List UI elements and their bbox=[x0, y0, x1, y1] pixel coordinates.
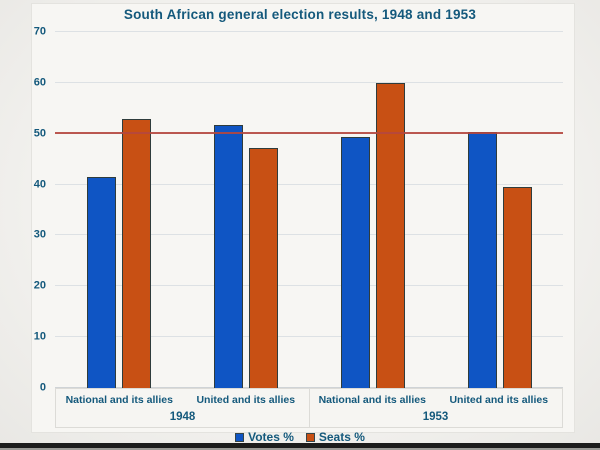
y-axis-tick-label-20: 20 bbox=[33, 279, 46, 292]
bar-votes-group2 bbox=[213, 125, 243, 388]
gridline-60 bbox=[55, 81, 563, 83]
y-axis-tick-label-10: 10 bbox=[33, 330, 46, 343]
bar-votes-group4 bbox=[467, 131, 497, 388]
y-axis-tick-label-60: 60 bbox=[33, 76, 46, 89]
reference-line-50 bbox=[55, 131, 563, 134]
category-label-group3: National and its allies bbox=[318, 394, 426, 406]
gridline-70 bbox=[55, 31, 563, 32]
y-axis-tick-label-30: 30 bbox=[33, 228, 46, 241]
legend-item-votes: Votes % bbox=[235, 430, 294, 444]
category-label-group1: National and its allies bbox=[65, 394, 173, 406]
chart-title: South African general election results, … bbox=[123, 7, 477, 22]
y-axis-tick-label-40: 40 bbox=[33, 178, 46, 191]
bar-seats-group4 bbox=[502, 187, 532, 388]
bar-seats-group2 bbox=[248, 147, 278, 388]
y-axis-tick-label-0: 0 bbox=[39, 381, 46, 394]
seats-legend-swatch bbox=[305, 432, 315, 442]
legend: Votes % Seats % bbox=[0, 430, 600, 444]
bar-votes-group1 bbox=[86, 176, 116, 388]
bar-votes-group3 bbox=[340, 137, 370, 388]
votes-legend-swatch bbox=[235, 432, 245, 442]
year-label-1948: 1948 bbox=[169, 411, 196, 423]
category-label-group4: United and its allies bbox=[449, 394, 549, 406]
bar-seats-group1 bbox=[121, 119, 151, 388]
legend-item-seats: Seats % bbox=[305, 430, 365, 444]
plot-area: 0 10 20 30 40 50 60 70 bbox=[34, 26, 563, 393]
y-axis-tick-label-70: 70 bbox=[33, 25, 46, 38]
legend-label-votes: Votes % bbox=[248, 430, 294, 444]
year-label-1953: 1953 bbox=[422, 411, 449, 423]
bar-seats-group3 bbox=[375, 82, 405, 388]
legend-label-seats: Seats % bbox=[318, 430, 365, 444]
x-axis-label-area: National and its allies United and its al… bbox=[55, 388, 563, 428]
year-group-divider bbox=[309, 389, 310, 427]
y-axis-tick-label-50: 50 bbox=[33, 127, 46, 140]
category-label-group2: United and its allies bbox=[196, 394, 296, 406]
